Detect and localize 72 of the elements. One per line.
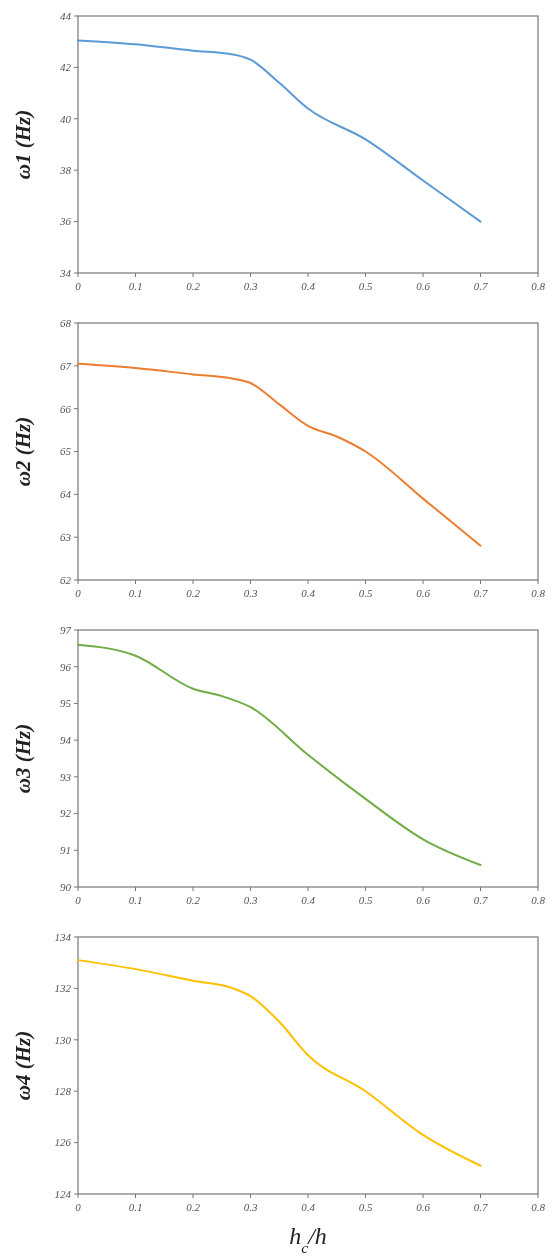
x-tick-label: 0.7 [473,587,488,599]
x-tick-label: 0 [75,1201,82,1213]
y-tick-label: 62 [60,573,72,586]
x-tick-label: 0.8 [531,894,546,906]
y-tick-label: 91 [60,844,71,857]
x-tick-label: 0.3 [243,587,258,599]
y-tick-label: 40 [60,112,72,125]
y-tick-label: 92 [60,807,72,820]
y-tick-label: 34 [59,266,72,279]
x-tick-label: 0.8 [531,280,546,292]
y-tick-label: 68 [60,316,72,329]
x-tick-label: 0.3 [243,1201,258,1213]
x-tick-label: 0.8 [531,587,546,599]
x-tick-label: 0.4 [301,280,316,292]
y-tick-label: 97 [60,623,72,636]
line-series [77,643,482,866]
y-tick-label: 94 [60,733,72,746]
x-tick-label: 0.8 [531,1201,546,1213]
y-tick-label: 96 [60,660,72,673]
y-axis-title: ω2 (Hz) [11,416,35,487]
x-tick-label: 0.6 [416,587,431,599]
x-tick-label: 0.2 [186,587,201,599]
x-tick-label: 0.3 [243,280,258,292]
y-tick-label: 132 [54,982,72,995]
y-tick-label: 38 [59,164,72,177]
y-tick-label: 95 [60,697,72,710]
x-tick-label: 0.7 [473,894,488,906]
x-tick-label: 0.5 [358,587,373,599]
x-tick-label: 0.3 [243,894,258,906]
x-tick-label: 0.2 [186,894,201,906]
y-tick-label: 128 [54,1085,72,1098]
y-tick-label: 134 [54,930,72,943]
y-axis-title: ω3 (Hz) [11,723,35,794]
x-tick-label: 0 [75,894,82,906]
y-axis-title: ω4 (Hz) [11,1030,35,1101]
line-series [77,959,482,1167]
y-tick-label: 93 [60,770,72,783]
x-axis-title: h$_{c}$/h [289,1223,327,1256]
x-tick-label: 0.5 [358,1201,373,1213]
y-tick-label: 64 [60,488,72,501]
x-tick-label: 0.4 [301,1201,316,1213]
line-series [77,362,482,547]
x-tick-label: 0 [75,587,82,599]
line-series [77,39,482,223]
y-tick-label: 124 [54,1187,72,1200]
y-tick-label: 126 [54,1136,72,1149]
x-tick-label: 0.1 [128,280,143,292]
x-tick-label: 0.4 [301,587,316,599]
x-tick-label: 0.2 [186,1201,201,1213]
y-tick-label: 44 [60,9,72,22]
x-tick-label: 0.7 [473,280,488,292]
x-tick-label: 0.2 [186,280,201,292]
y-tick-label: 65 [60,445,72,458]
x-tick-label: 0 [75,280,82,292]
y-tick-label: 130 [54,1033,72,1046]
y-tick-label: 63 [60,531,72,544]
x-tick-label: 0.7 [473,1201,488,1213]
y-axis-title: ω1 (Hz) [11,109,35,180]
x-tick-label: 0.1 [128,894,143,906]
y-tick-label: 67 [60,359,72,372]
x-tick-label: 0.6 [416,894,431,906]
x-tick-label: 0.1 [128,1201,143,1213]
y-tick-label: 42 [60,61,72,74]
x-tick-label: 0.6 [416,1201,431,1213]
x-tick-label: 0.4 [301,894,316,906]
x-tick-label: 0.5 [358,894,373,906]
x-tick-label: 0.5 [358,280,373,292]
y-tick-label: 90 [60,880,72,893]
y-tick-label: 66 [60,402,72,415]
x-tick-label: 0.1 [128,587,143,599]
y-tick-label: 36 [59,215,72,228]
x-tick-label: 0.6 [416,280,431,292]
